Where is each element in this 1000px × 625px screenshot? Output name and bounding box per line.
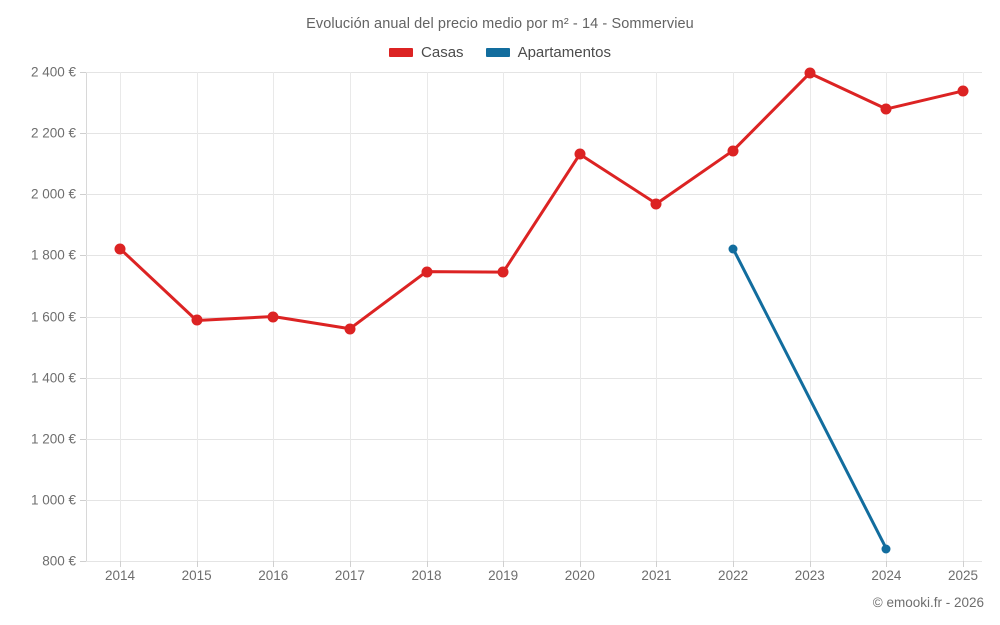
y-axis-tick-label: 1 000 € (30, 492, 76, 508)
x-axis-tick-label: 2021 (641, 568, 672, 583)
y-axis-tick-mark (80, 72, 86, 73)
data-point[interactable] (497, 266, 509, 278)
y-axis-tick-mark (80, 377, 86, 379)
x-axis-tick-label: 2023 (794, 568, 825, 583)
data-point[interactable] (881, 544, 891, 554)
x-axis-tick-label: 2017 (334, 568, 365, 583)
y-axis-tick-label: 2 400 € (30, 64, 76, 80)
data-point[interactable] (804, 67, 816, 79)
data-point[interactable] (727, 145, 739, 157)
y-axis-tick-label: 1 600 € (30, 309, 76, 324)
data-point[interactable] (650, 198, 662, 210)
y-axis-tick-label: 2 000 € (30, 186, 76, 202)
x-axis-tick-label: 2019 (488, 568, 519, 583)
x-axis-tick-mark (196, 561, 198, 567)
gridline-horizontal (86, 133, 982, 135)
gridline-vertical (809, 72, 811, 561)
y-axis-tick-label: 800 € (42, 553, 76, 569)
x-axis-tick-mark (733, 561, 735, 567)
x-axis-tick-mark (503, 561, 505, 567)
x-axis-tick-mark (349, 561, 351, 567)
chart-legend: Casas Apartamentos (0, 44, 1000, 61)
x-axis-tick-label: 2022 (718, 568, 749, 583)
x-axis-tick-mark (963, 561, 964, 567)
y-axis-tick-label: 2 200 € (30, 125, 76, 141)
data-point[interactable] (114, 243, 126, 255)
data-point[interactable] (728, 244, 738, 254)
x-axis-tick-label: 2014 (104, 568, 136, 583)
x-axis-tick-mark (120, 561, 121, 567)
x-axis-tick-mark (809, 561, 811, 567)
gridline-horizontal (86, 561, 982, 562)
legend-item-casas[interactable]: Casas (389, 44, 464, 61)
gridline-horizontal (86, 499, 982, 501)
gridline-vertical (426, 72, 428, 561)
x-axis-tick-label: 2020 (564, 568, 595, 583)
gridline-vertical (579, 72, 581, 561)
y-axis-tick-label: 1 400 € (30, 370, 76, 386)
data-point[interactable] (267, 311, 279, 322)
x-axis-tick-mark (273, 561, 275, 567)
y-axis-tick-mark (80, 133, 86, 135)
gridline-horizontal (86, 194, 982, 196)
x-axis-tick-mark (579, 561, 581, 567)
x-axis-tick-mark (656, 561, 658, 567)
data-point[interactable] (191, 314, 203, 326)
y-axis-tick-mark (80, 316, 86, 318)
legend-item-apartamentos[interactable]: Apartamentos (485, 44, 611, 61)
y-axis-tick-mark (80, 499, 86, 501)
legend-swatch-casas (389, 48, 414, 57)
x-axis-tick-label: 2024 (871, 568, 902, 583)
y-axis-labels: 800 € 1 000 € 1 200 € 1 400 € 1 600 € 1 800 €… (0, 0, 76, 625)
footer-credit: © emooki.fr - 2026 (872, 595, 984, 610)
x-axis-tick-mark (426, 561, 428, 567)
gridline-horizontal (86, 72, 982, 73)
x-axis-tick-label: 2018 (411, 568, 442, 583)
gridline-vertical (656, 72, 658, 561)
y-axis-tick-label: 1 200 € (30, 431, 76, 447)
y-axis-tick-mark (80, 438, 86, 440)
legend-swatch-apartamentos (485, 48, 510, 57)
x-axis-tick-mark (886, 561, 888, 567)
plot-area (86, 72, 982, 562)
gridline-vertical (886, 72, 888, 561)
gridline-vertical (120, 72, 121, 561)
legend-label-apartamentos: Apartamentos (517, 44, 611, 61)
chart-title: Evolución anual del precio medio por m² … (306, 16, 694, 32)
x-axis-tick-label: 2025 (947, 568, 979, 583)
gridline-vertical (349, 72, 351, 561)
gridline-horizontal (86, 377, 982, 379)
y-axis-tick-mark (80, 561, 86, 562)
y-axis-tick-mark (80, 255, 86, 257)
y-axis-tick-mark (80, 194, 86, 196)
data-point[interactable] (880, 103, 892, 115)
gridline-horizontal (86, 255, 982, 257)
data-point[interactable] (574, 148, 586, 160)
gridline-horizontal (86, 316, 982, 318)
legend-label-casas: Casas (421, 44, 464, 61)
x-axis-tick-label: 2016 (258, 568, 289, 583)
y-axis-tick-label: 1 800 € (30, 247, 76, 263)
data-point[interactable] (957, 85, 969, 97)
x-axis-tick-label: 2015 (181, 568, 212, 583)
data-point[interactable] (344, 323, 356, 335)
gridline-vertical (963, 72, 964, 561)
data-point[interactable] (421, 266, 433, 278)
gridline-horizontal (86, 438, 982, 440)
gridline-vertical (503, 72, 505, 561)
